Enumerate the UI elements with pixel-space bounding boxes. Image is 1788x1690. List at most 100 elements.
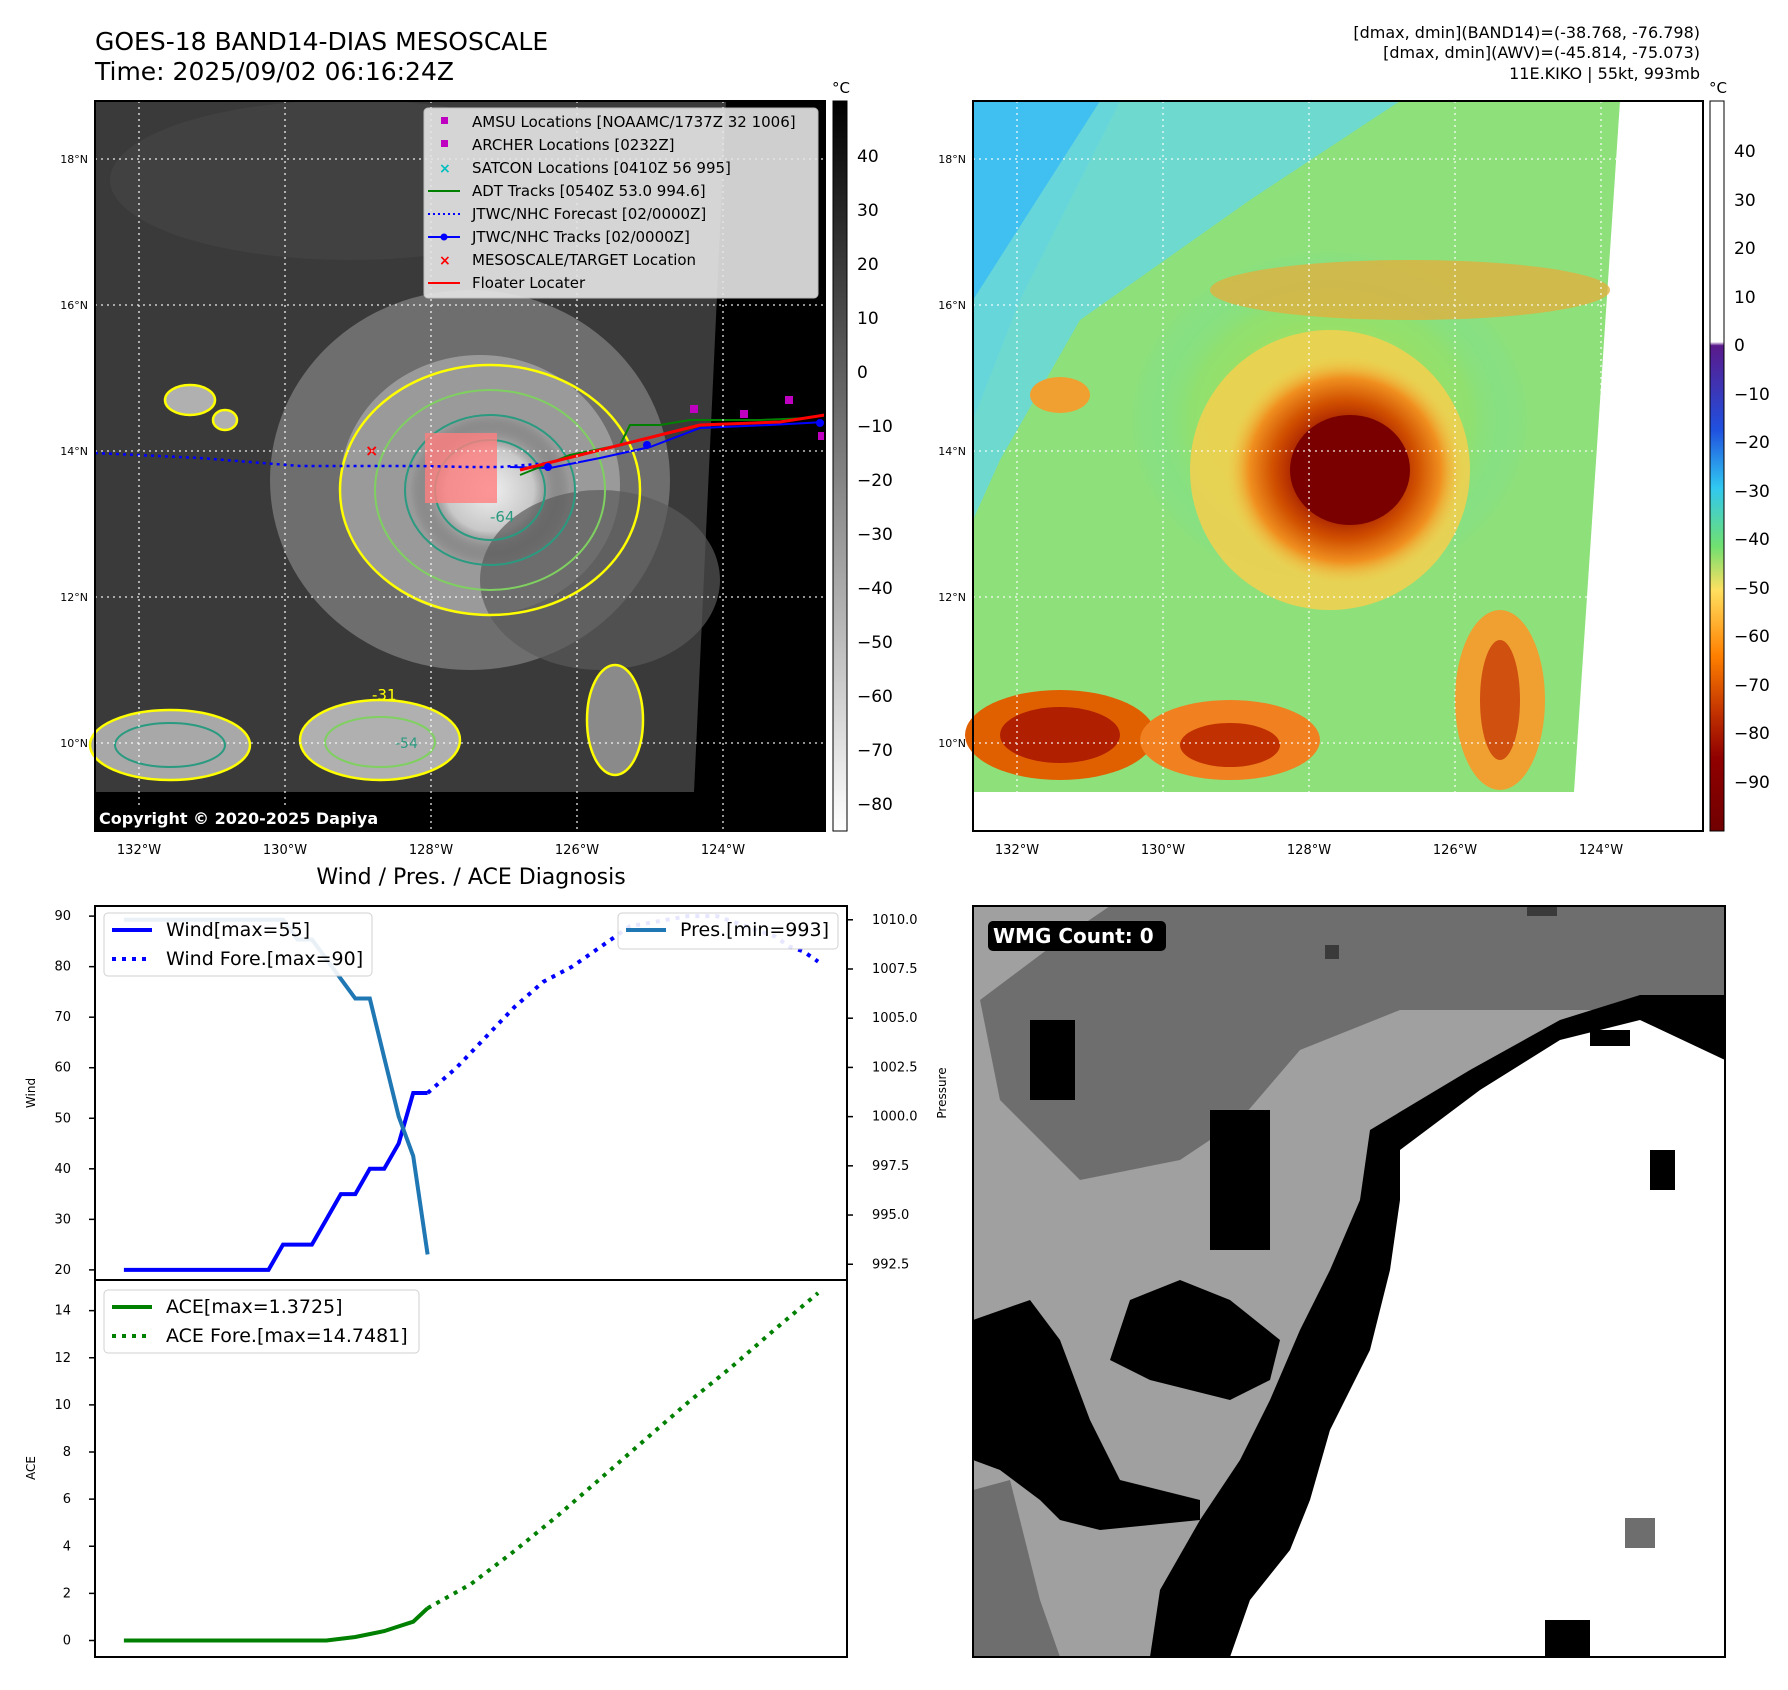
map-legend: AMSU Locations [NOAAMC/1737Z 32 1006] AR… xyxy=(423,107,819,299)
svg-text:−20: −20 xyxy=(857,471,893,491)
wmg-panel: WMG Count: 0 xyxy=(972,905,1726,1658)
y-tick-label: 12 xyxy=(54,1351,71,1366)
svg-text:−50: −50 xyxy=(857,633,893,653)
svg-text:0: 0 xyxy=(1734,336,1745,356)
y2-tick-label: 995.0 xyxy=(872,1208,909,1223)
archer-marker xyxy=(818,432,825,440)
y-tick-label: 0 xyxy=(63,1634,71,1649)
svg-text:128°W: 128°W xyxy=(1287,843,1331,858)
y-tick-label: 2 xyxy=(63,1586,71,1601)
lon-axis-left: 132°W 130°W 128°W 126°W 124°W xyxy=(117,843,745,858)
track-point xyxy=(643,441,651,449)
svg-text:30: 30 xyxy=(1734,191,1756,211)
svg-text:14°N: 14°N xyxy=(938,445,966,458)
svg-text:−70: −70 xyxy=(1734,676,1770,696)
legend-label: Wind Fore.[max=90] xyxy=(166,948,363,970)
y2-tick-label: 1000.0 xyxy=(872,1110,918,1125)
figure-title: GOES-18 BAND14-DIAS MESOSCALE xyxy=(95,27,548,56)
svg-text:−40: −40 xyxy=(1734,530,1770,550)
svg-text:−80: −80 xyxy=(857,795,893,815)
svg-text:12°N: 12°N xyxy=(60,591,88,604)
y-tick-label: 60 xyxy=(54,1061,71,1076)
svg-text:−90: −90 xyxy=(1734,773,1770,793)
colorbar-unit: °C xyxy=(832,79,850,97)
diagnosis-title: Wind / Pres. / ACE Diagnosis xyxy=(316,865,625,890)
svg-text:132°W: 132°W xyxy=(117,843,161,858)
svg-text:40: 40 xyxy=(857,147,879,167)
ace-legend: ACE[max=1.3725] ACE Fore.[max=14.7481] xyxy=(103,1289,420,1354)
svg-text:18°N: 18°N xyxy=(60,153,88,166)
svg-text:−50: −50 xyxy=(1734,579,1770,599)
legend-label: Wind[max=55] xyxy=(166,919,310,941)
svg-text:124°W: 124°W xyxy=(1579,843,1623,858)
legend-label: JTWC/NHC Forecast [02/0000Z] xyxy=(471,205,706,223)
svg-text:10: 10 xyxy=(1734,288,1756,308)
amsu-marker xyxy=(690,405,698,413)
svg-text:132°W: 132°W xyxy=(995,843,1039,858)
legend-label: ARCHER Locations [0232Z] xyxy=(472,136,675,154)
series-line xyxy=(123,1091,428,1272)
color-colorbar: °C 40 30 20 10 0 −10 −20 −30 −40 −50 −60… xyxy=(1709,79,1770,832)
svg-text:30: 30 xyxy=(857,201,879,221)
y-tick-label: 20 xyxy=(54,1263,71,1278)
figure-time: Time: 2025/09/02 06:16:24Z xyxy=(94,57,454,86)
svg-text:126°W: 126°W xyxy=(1433,843,1477,858)
ace-axis-label: ACE xyxy=(24,1456,38,1480)
svg-text:128°W: 128°W xyxy=(409,843,453,858)
legend-label: MESOSCALE/TARGET Location xyxy=(472,251,696,269)
amsu-marker xyxy=(740,410,748,418)
lat-axis-right: 18°N 16°N 14°N 12°N 10°N xyxy=(938,153,966,750)
y-tick-label: 80 xyxy=(54,960,71,975)
track-point xyxy=(544,463,552,471)
legend-label: JTWC/NHC Tracks [02/0000Z] xyxy=(471,228,690,246)
wind-legend: Wind[max=55] Wind Fore.[max=90] xyxy=(103,912,373,977)
y2-tick-label: 992.5 xyxy=(872,1257,909,1272)
svg-text:−10: −10 xyxy=(1734,385,1770,405)
dmax-band14: [dmax, dmin](BAND14)=(-38.768, -76.798) xyxy=(1353,23,1700,42)
legend-label: ACE[max=1.3725] xyxy=(166,1296,343,1318)
y-tick-label: 4 xyxy=(63,1539,71,1554)
svg-text:130°W: 130°W xyxy=(263,843,307,858)
colorbar-unit: °C xyxy=(1709,79,1727,97)
legend-label: ADT Tracks [0540Z 53.0 994.6] xyxy=(472,182,706,200)
y2-tick-label: 1002.5 xyxy=(872,1060,918,1075)
svg-text:−30: −30 xyxy=(857,525,893,545)
y-tick-label: 90 xyxy=(54,909,71,924)
legend-label: Pres.[min=993] xyxy=(680,919,829,941)
legend-label: Floater Locater xyxy=(472,274,586,292)
svg-text:16°N: 16°N xyxy=(938,299,966,312)
forecast-track xyxy=(94,451,551,469)
svg-text:16°N: 16°N xyxy=(60,299,88,312)
svg-text:−20: −20 xyxy=(1734,433,1770,453)
map-gridlines xyxy=(973,101,1703,831)
y2-tick-label: 1005.0 xyxy=(872,1011,918,1026)
grayscale-colorbar: °C 40 30 20 10 0 −10 −20 −30 −40 −50 −60… xyxy=(832,79,893,832)
amsu-marker xyxy=(785,396,793,404)
ir-color-map xyxy=(965,100,1704,832)
adt-track xyxy=(519,417,811,476)
svg-text:20: 20 xyxy=(857,255,879,275)
track-point xyxy=(816,419,824,427)
y-tick-label: 40 xyxy=(54,1162,71,1177)
svg-text:−60: −60 xyxy=(857,687,893,707)
pressure-legend: Pres.[min=993] xyxy=(617,912,839,950)
y-tick-label: 8 xyxy=(63,1445,71,1460)
series-line xyxy=(123,1606,429,1643)
svg-text:−30: −30 xyxy=(1734,482,1770,502)
pressure-axis-label: Pressure xyxy=(935,1067,949,1118)
svg-text:126°W: 126°W xyxy=(555,843,599,858)
lon-axis-right: 132°W 130°W 128°W 126°W 124°W xyxy=(995,843,1623,858)
square-marker-icon xyxy=(441,140,448,147)
y2-tick-label: 997.5 xyxy=(872,1159,909,1174)
contour-label: -64 xyxy=(490,508,515,526)
svg-text:−40: −40 xyxy=(857,579,893,599)
y-tick-label: 10 xyxy=(54,1398,71,1413)
svg-text:40: 40 xyxy=(1734,142,1756,162)
wind-axis-label: Wind xyxy=(24,1078,38,1108)
svg-text:10°N: 10°N xyxy=(938,737,966,750)
dmax-awv: [dmax, dmin](AWV)=(-45.814, -75.073) xyxy=(1383,43,1700,62)
y2-tick-label: 1010.0 xyxy=(872,913,918,928)
svg-text:124°W: 124°W xyxy=(701,843,745,858)
svg-text:14°N: 14°N xyxy=(60,445,88,458)
